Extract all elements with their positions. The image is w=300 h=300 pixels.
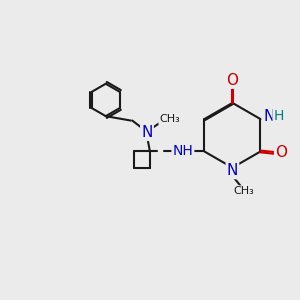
- Text: N: N: [263, 109, 275, 124]
- Text: N: N: [141, 125, 153, 140]
- Text: O: O: [226, 73, 238, 88]
- Text: O: O: [275, 146, 287, 160]
- Text: N: N: [227, 163, 238, 178]
- Text: NH: NH: [172, 144, 193, 158]
- Text: H: H: [274, 109, 284, 123]
- Text: CH₃: CH₃: [234, 186, 255, 196]
- Text: CH₃: CH₃: [159, 114, 180, 124]
